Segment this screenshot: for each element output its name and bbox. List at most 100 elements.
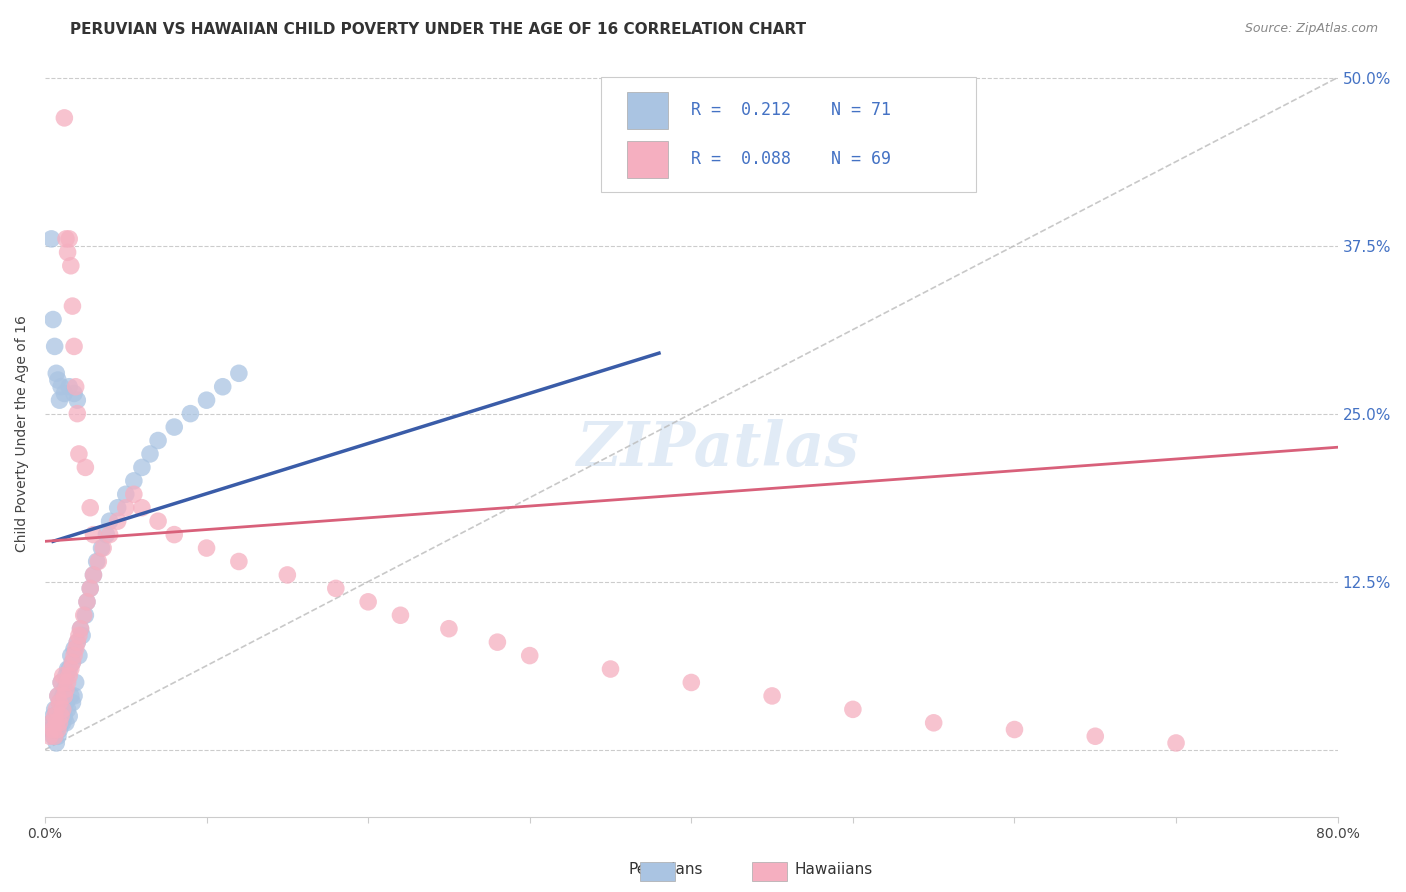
Point (44, 729, 66, 743)
Text: R =  0.088    N = 69: R = 0.088 N = 69 (692, 151, 891, 169)
Point (38, 723, 60, 737)
Point (69, 622, 91, 636)
FancyBboxPatch shape (600, 78, 976, 193)
Point (107, 500, 129, 515)
Point (146, 434, 169, 448)
Point (98, 514, 121, 528)
Point (437, 622, 460, 636)
Text: Peruvians: Peruvians (628, 863, 703, 877)
Point (79, 582, 101, 596)
Point (44, 715, 66, 730)
Point (139, 447, 162, 461)
Point (49, 380, 72, 394)
Point (49, 709, 72, 723)
Point (681, 675, 703, 690)
Point (41, 232, 63, 246)
Point (90, 541, 112, 555)
Point (59, 648, 82, 663)
Point (211, 380, 233, 394)
Point (122, 487, 145, 501)
Point (42, 709, 65, 723)
Point (55, 669, 77, 683)
Point (62, 656, 84, 670)
Text: Hawaiians: Hawaiians (794, 863, 873, 877)
Point (96, 527, 118, 541)
Point (82, 527, 104, 541)
Point (53, 386, 76, 401)
Point (69, 622, 91, 636)
Point (53, 682, 76, 697)
Point (49, 702, 72, 716)
Point (922, 715, 945, 730)
Point (65, 641, 87, 656)
Point (76, 595, 98, 609)
Text: ZIPatlas: ZIPatlas (576, 419, 859, 479)
Point (107, 514, 129, 528)
Point (46, 723, 69, 737)
Point (146, 514, 169, 528)
Point (45, 366, 67, 380)
Point (59, 689, 82, 703)
Point (56, 675, 79, 690)
Point (67, 628, 90, 642)
Text: R =  0.212    N = 71: R = 0.212 N = 71 (692, 101, 891, 120)
Point (91, 541, 114, 555)
Point (228, 554, 250, 568)
Point (842, 702, 865, 716)
Point (46, 729, 69, 743)
Point (228, 366, 250, 380)
Point (44, 702, 66, 716)
Point (42, 723, 65, 737)
Point (1084, 729, 1107, 743)
Point (48, 393, 70, 408)
Point (58, 380, 80, 394)
Point (55, 715, 77, 730)
Point (58, 669, 80, 683)
Point (62, 696, 84, 710)
Point (79, 582, 101, 596)
Point (761, 689, 783, 703)
Point (75, 608, 97, 623)
Point (48, 723, 70, 737)
Point (87, 554, 110, 568)
Point (179, 407, 201, 421)
Point (63, 641, 86, 656)
Point (163, 420, 186, 434)
Point (56, 245, 79, 260)
Point (66, 407, 89, 421)
Point (55, 696, 77, 710)
Point (58, 709, 80, 723)
Point (66, 393, 89, 408)
Point (53, 709, 76, 723)
Point (44, 709, 66, 723)
Point (48, 696, 70, 710)
Point (1004, 723, 1026, 737)
Point (46, 373, 69, 387)
Point (49, 715, 72, 730)
Point (53, 689, 76, 703)
Point (58, 662, 80, 676)
Point (53, 111, 76, 125)
Point (63, 689, 86, 703)
Point (82, 568, 104, 582)
Point (44, 339, 66, 353)
Point (59, 259, 82, 273)
Point (41, 715, 63, 730)
Point (48, 696, 70, 710)
Point (131, 500, 153, 515)
Point (45, 709, 67, 723)
FancyBboxPatch shape (627, 92, 668, 128)
Point (56, 702, 79, 716)
Point (52, 669, 75, 683)
Point (45, 715, 67, 730)
Point (114, 500, 136, 515)
Text: Source: ZipAtlas.com: Source: ZipAtlas.com (1244, 22, 1378, 36)
Point (56, 662, 79, 676)
Point (48, 715, 70, 730)
Point (59, 662, 82, 676)
Point (519, 648, 541, 663)
Point (42, 729, 65, 743)
FancyBboxPatch shape (627, 141, 668, 178)
Point (75, 460, 97, 475)
Point (63, 339, 86, 353)
